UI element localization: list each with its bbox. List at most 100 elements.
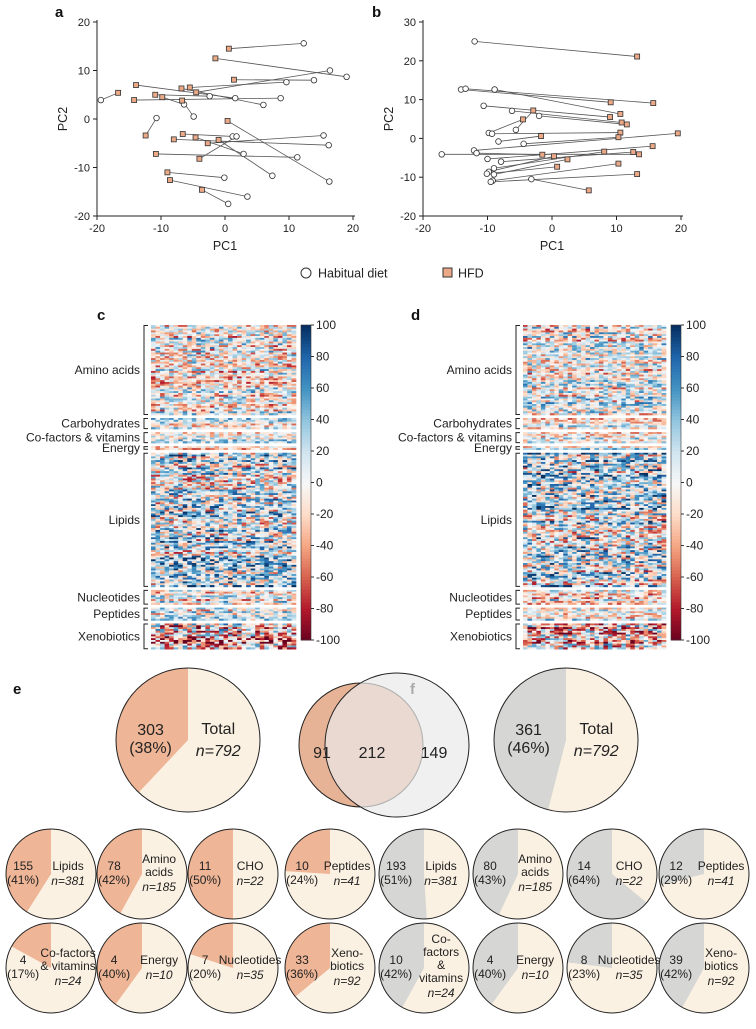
heatmap-cell [218,365,224,368]
heatmap-cell [209,326,215,329]
heatmap-cell [268,374,274,377]
heatmap-cell [164,389,170,392]
heatmap-cell [173,498,179,501]
heatmap-cell [205,441,211,444]
heatmap-cell [164,599,170,602]
heatmap-cell [160,461,165,465]
heatmap-cell [164,533,170,536]
heatmap-cell [205,568,211,571]
heatmap-cell [228,359,233,363]
heatmap-cell [250,474,256,477]
heatmap-cell [173,550,179,553]
heatmap-cell [155,487,161,490]
heatmap-cell [164,544,170,547]
heatmap-cell [155,518,161,522]
heatmap-cell [241,411,247,414]
heatmap-cell [264,383,270,386]
heatmap-cell [255,581,261,584]
heatmap-cell [264,559,270,562]
heatmap-cell [250,378,256,381]
heatmap-cell [169,347,174,350]
heatmap-cell [259,328,265,331]
heatmap-cell [191,485,197,488]
heatmap-cell [228,381,233,385]
heatmap-cell [209,553,215,556]
heatmap-cell [187,502,193,505]
heatmap-cell [241,600,247,604]
heatmap-cell [255,491,261,494]
heatmap-cell [164,529,170,533]
pair-line [228,42,304,50]
heatmap-cell [151,389,156,392]
heatmap-cell [214,528,220,531]
heatmap-cell [178,345,184,348]
heatmap-cell [264,500,270,503]
heatmap-cell [277,446,283,449]
heatmap-cell [173,463,179,466]
heatmap-cell [169,537,174,540]
heatmap-cell [214,432,220,435]
heatmap-cell [250,613,256,616]
heatmap-cell [241,517,247,520]
heatmap-cell [200,529,206,533]
category-label: Co-factors & vitamins [26,431,140,445]
heatmap-cell [246,535,251,538]
heatmap-cell [182,489,188,492]
heatmap-cell [228,380,233,383]
heatmap-cell [228,551,233,555]
heatmap-cell [209,581,215,584]
heatmap-cell [228,367,233,370]
heatmap-cell [246,398,251,401]
heatmap-cell [286,441,292,444]
heatmap-cell [155,609,161,612]
heatmap-cell [155,493,161,496]
heatmap-cell [268,548,274,551]
heatmap-cell [151,529,156,533]
heatmap-cell [277,358,283,361]
heatmap-cell [255,423,261,426]
heatmap-cell [160,350,165,353]
heatmap-cell [237,460,242,463]
heatmap-cell [286,348,292,352]
heatmap-cell [182,524,188,527]
heatmap-cell [160,347,165,350]
heatmap-cell [178,352,184,355]
heatmap-cell [246,524,251,527]
heatmap-cell [196,435,202,438]
heatmap-cell [250,326,256,329]
heatmap-cell [200,489,206,492]
heatmap-cell [160,602,165,605]
heatmap-cell [218,509,224,512]
heatmap-cell [151,394,156,397]
habitual-point [520,140,527,148]
heatmap-cell [209,405,215,408]
heatmap-cell [200,566,206,569]
heatmap-cell [228,423,233,426]
heatmap-cell [169,348,174,352]
heatmap-cell [169,328,174,331]
heatmap-cell [196,328,202,331]
panel-label-b: b [372,4,381,21]
heatmap-cell [277,585,283,588]
heatmap-cell [237,328,242,331]
heatmap-cell [232,579,238,582]
heatmap-cell [214,358,220,361]
heatmap-cell [232,402,238,405]
heatmap-cell [291,407,297,410]
heatmap-cell [182,533,188,536]
hfd-point [615,134,622,141]
heatmap-cell [169,591,174,594]
heatmap-cell [187,334,193,337]
heatmap-cell [286,345,292,348]
heatmap-cell [200,413,206,416]
heatmap-cell [282,476,288,479]
heatmap-cell [214,345,220,348]
heatmap-cell [187,432,193,435]
heatmap-cell [196,524,202,527]
heatmap-cell [264,339,270,342]
y-tick-label: 30 [404,17,416,29]
heatmap-cell [241,372,247,375]
heatmap-cell [218,446,224,449]
heatmap-cell [200,563,206,566]
heatmap-cell [155,372,161,375]
